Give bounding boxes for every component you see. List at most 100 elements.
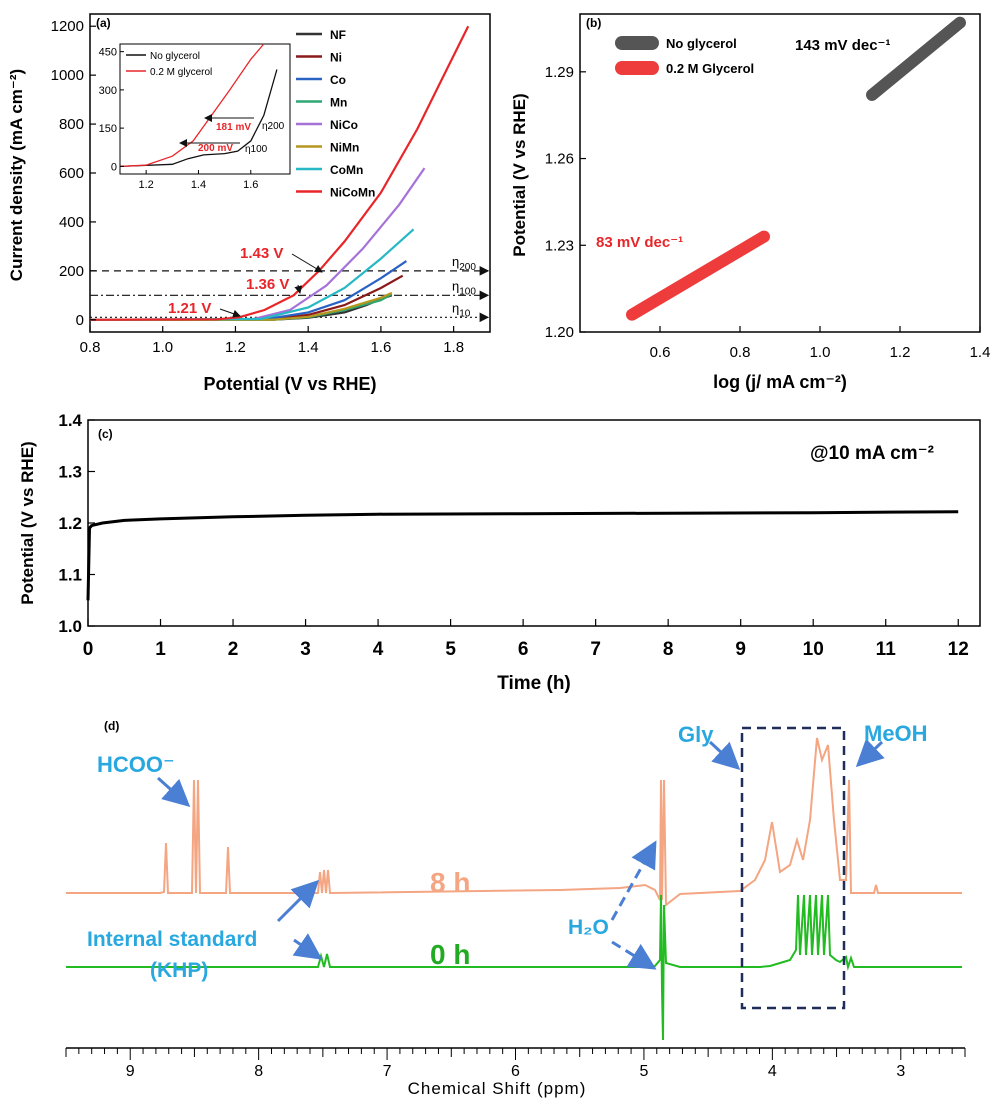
inset-y-tick-label: 0	[111, 161, 117, 173]
panel-b-frame	[579, 13, 981, 333]
x-tick-label: 3	[300, 639, 311, 660]
reference-label-2: η10	[452, 300, 471, 319]
legend-label: No glycerol	[666, 36, 737, 51]
y-tick-label: 1.23	[545, 237, 574, 254]
legend-label: 0.2 M Glycerol	[666, 61, 754, 76]
gly-region-box	[740, 726, 846, 1010]
inset-legend-label: 0.2 M glycerol	[150, 67, 212, 78]
inset-y-tick-label: 450	[99, 47, 117, 59]
annotation-label: 1.36 V	[246, 276, 289, 293]
x-tick-label: 11	[876, 639, 897, 660]
panel-a-label: (a)	[96, 16, 111, 30]
y-ticks: 1.0 1.1 1.2 1.3 1.4	[58, 411, 95, 636]
arrow-hcoo	[156, 776, 191, 808]
x-tick-label: 6	[518, 639, 529, 660]
x-tick-label: 8	[254, 1063, 263, 1080]
panel-b-label: (b)	[586, 16, 601, 30]
x-tick-label: 0	[83, 639, 94, 660]
x-tick-label: 4	[373, 639, 384, 660]
inset-series-line-1	[119, 43, 265, 168]
y-axis-label: Potential (V vs RHE)	[510, 93, 529, 256]
x-tick-label: 1.4	[970, 344, 991, 361]
label-internal-standard: Internal standard	[87, 928, 257, 951]
legend-label: Mn	[330, 96, 347, 110]
x-tick-label: 0.6	[650, 344, 671, 361]
inset-x-tick-label: 1.2	[139, 179, 154, 191]
x-tick-label: 9	[126, 1063, 135, 1080]
y-tick-label: 1.3	[58, 463, 82, 482]
x-axis-label: Chemical Shift (ppm)	[408, 1079, 587, 1098]
slope-label-no-glycerol: 143 mV dec⁻¹	[795, 37, 890, 54]
inset-y-tick-label: 150	[99, 123, 117, 135]
x-tick-label: 0.8	[730, 344, 751, 361]
y-tick-label: 1.2	[58, 514, 82, 533]
panel-b: (b) 0.6 0.8 1.0 1.2 1.4 1.20 1.23 1.26 1.29 No …	[510, 13, 991, 392]
y-tick-label: 1.4	[58, 411, 82, 430]
y-tick-label: 1.20	[545, 324, 574, 341]
inset-x-tick-label: 1.6	[243, 179, 258, 191]
x-ticks: 0.8 1.0 1.2 1.4 1.6 1.8	[80, 326, 464, 356]
annotation-arrow	[291, 253, 323, 273]
y-tick-label: 600	[59, 165, 84, 182]
panel-c-label: (c)	[98, 427, 113, 441]
x-tick-label: 9	[735, 639, 746, 660]
annotation-label: 1.43 V	[240, 245, 283, 262]
reference-label-0: η200	[452, 254, 476, 273]
condition-annotation: @10 mA cm⁻²	[810, 443, 934, 464]
arrow-meoh	[855, 738, 885, 768]
spectrum-8h	[66, 737, 962, 908]
legend-label: Co	[330, 73, 346, 87]
x-tick-label: 0.8	[80, 339, 101, 356]
series-band-0	[866, 16, 966, 101]
x-tick-label: 1.0	[810, 344, 831, 361]
inset-y-ticks: 0 150 300 450	[99, 47, 124, 173]
y-tick-label: 1200	[51, 18, 84, 35]
x-axis-label: Potential (V vs RHE)	[203, 374, 376, 394]
label-khp: (KHP)	[150, 959, 208, 982]
arrow-gly	[708, 740, 741, 771]
x-tick-label: 7	[383, 1063, 392, 1080]
x-tick-label: 2	[228, 639, 239, 660]
x-tick-label: 3	[896, 1063, 905, 1080]
inset-legend: No glycerol 0.2 M glycerol	[126, 51, 212, 78]
annotation-label: 1.21 V	[168, 300, 211, 317]
x-axis-label: log (j/ mA cm⁻²)	[713, 372, 847, 392]
x-tick-label: 6	[511, 1063, 520, 1080]
x-ticks: 0.6 0.8 1.0 1.2 1.4	[650, 326, 991, 361]
x-tick-label: 1.6	[370, 339, 391, 356]
y-tick-label: 1.1	[58, 566, 82, 585]
x-tick-label: 8	[663, 639, 674, 660]
reference-lines: η200 η100 η10	[90, 254, 490, 323]
x-tick-label: 12	[948, 639, 969, 660]
x-tick-label: 1.4	[298, 339, 319, 356]
x-tick-label: 1.0	[152, 339, 173, 356]
legend-label: NF	[330, 28, 346, 42]
y-tick-label: 400	[59, 214, 84, 231]
panel-c: (c) 0 1 2 3 4 5 6 7 8 9 10 11 12 1.01.11.21.31.4 @10…	[18, 411, 981, 694]
label-0h: 0 h	[430, 939, 470, 970]
label-hcoo: HCOO⁻	[97, 752, 175, 777]
inset-annot-181: 181 mV	[216, 122, 251, 133]
inset-annot-eta100: η100	[245, 144, 268, 155]
label-h2o: H₂O	[568, 916, 609, 939]
inset-frame	[119, 43, 291, 175]
y-ticks: 0 200 400 600 800 1000 1200	[51, 18, 96, 329]
arrow-khp-upper	[276, 879, 320, 923]
annotations: 1.43 V 1.36 V 1.21 V	[168, 245, 323, 318]
series-group	[86, 510, 959, 601]
y-tick-label: 200	[59, 263, 84, 280]
inset-legend-label: No glycerol	[150, 51, 200, 62]
x-tick-label: 1	[155, 639, 166, 660]
x-axis-label: Time (h)	[497, 673, 571, 694]
y-axis-label: Potential (V vs RHE)	[18, 441, 37, 604]
y-tick-label: 0	[76, 312, 84, 329]
x-ticks: 9 8 7 6 5 4 3	[65, 1048, 966, 1080]
y-ticks: 1.20 1.23 1.26 1.29	[545, 64, 586, 341]
x-tick-label: 1.2	[890, 344, 911, 361]
inset-x-tick-label: 1.4	[191, 179, 206, 191]
arrow-h2o-upper	[610, 840, 657, 921]
legend-label: NiCoMn	[330, 186, 375, 200]
y-tick-label: 800	[59, 116, 84, 133]
label-8h: 8 h	[430, 867, 470, 898]
